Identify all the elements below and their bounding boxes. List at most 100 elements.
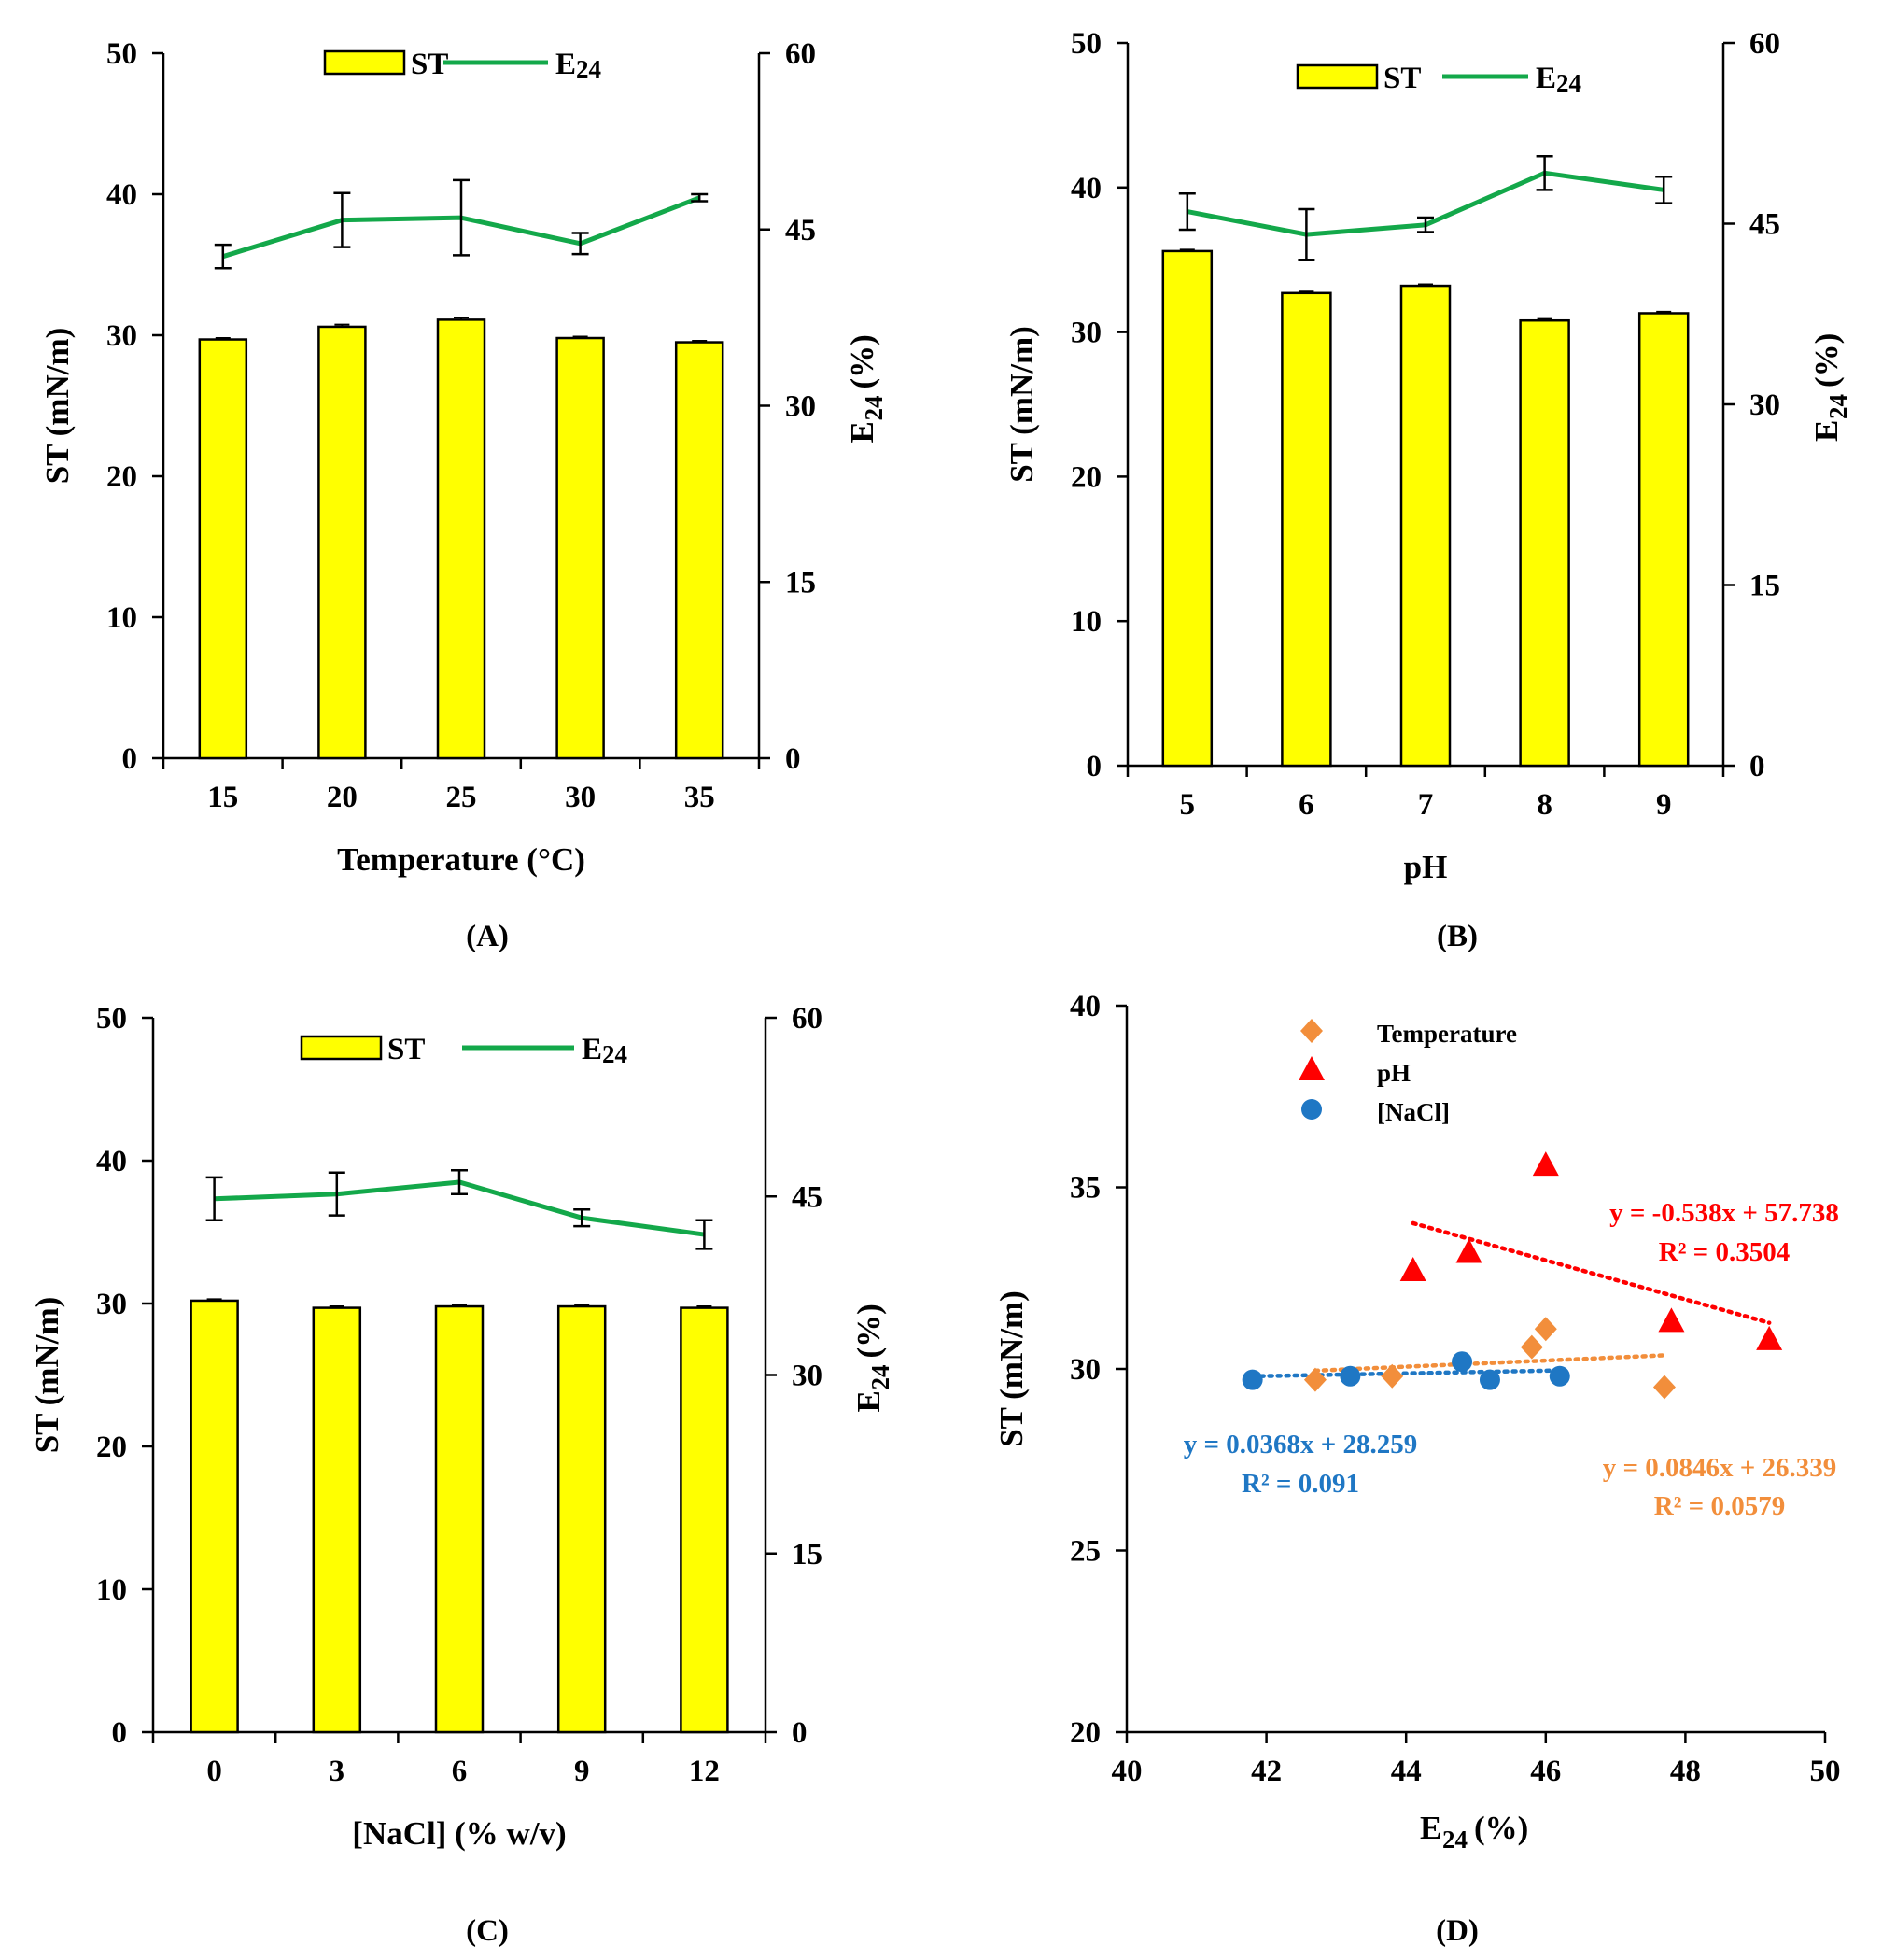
y-right-tick-label: 45 [1749,208,1780,242]
y-right-tick-label: 0 [792,1716,808,1750]
x-title-suffix: (%) [1474,1810,1528,1846]
x-tick-label: 6 [1299,788,1314,822]
y-right-tick-label: 15 [785,566,816,599]
y-left-tick-label: 0 [112,1716,128,1750]
x-tick-label: 40 [1112,1755,1143,1788]
y-left-axis-title: ST (mN/m) [1004,326,1040,483]
y-right-axis-title: E24 (%) [1808,333,1852,442]
st-bar [1519,318,1570,768]
legend-st-label: ST [387,1033,425,1066]
y-right-tick-label: 45 [785,214,816,247]
st-bar [555,336,605,760]
temperature-point [1303,1367,1327,1392]
legend-temperature-marker [1300,1019,1323,1043]
x-tick-label: 20 [327,781,358,814]
temperature-point [1381,1363,1404,1389]
x-axis-title: [NaCl] (% w/v) [352,1815,566,1852]
y-right-tick-label: 15 [1749,570,1780,603]
y-right-tick-label: 60 [785,37,816,71]
st-bar [556,1304,607,1734]
x-tick-label: 15 [207,781,238,814]
st-bar [680,1306,729,1734]
legend-st-swatch [323,49,406,76]
ph-point [1455,1238,1482,1263]
y-right-title-suffix: (%) [844,334,880,388]
y-right-title-suffix: (%) [1808,333,1845,388]
y-left-tick-label: 40 [96,1145,127,1178]
y-right-tick-label: 30 [1749,388,1780,422]
legend-e24-label: E [555,48,576,81]
y-left-tick-label: 50 [106,37,137,71]
y-left-tick-label: 30 [96,1288,127,1321]
x-tick-label: 44 [1391,1755,1422,1788]
x-tick-label: 0 [206,1755,222,1788]
st-bar [312,1306,362,1734]
y-left-tick-label: 50 [96,1002,127,1036]
y-right-tick-label: 45 [792,1180,822,1214]
panel-label: (A) [466,920,509,953]
x-axis-title: Temperature (°C) [337,841,585,878]
x-tick-label: 42 [1251,1755,1282,1788]
x-tick-label: 25 [446,781,477,814]
st-bar [674,341,724,760]
legend-ph-marker [1299,1056,1325,1080]
nacl-r-squared: R² = 0.091 [1242,1469,1359,1499]
y-right-title-base: E [1808,420,1845,442]
st-bar [436,318,486,760]
x-tick-label: 5 [1180,788,1196,822]
nacl-point [1452,1351,1473,1373]
x-tick-label: 48 [1670,1755,1701,1788]
y-right-title-suffix: (%) [850,1304,887,1358]
ph-point [1658,1307,1685,1333]
x-tick-label: 30 [565,781,596,814]
y-axis-title: ST (mN/m) [993,1290,1030,1447]
y-left-tick-label: 30 [106,319,137,353]
st-bar [1281,291,1332,768]
y-tick-label: 25 [1070,1535,1101,1569]
trendline-ph [1411,1220,1772,1325]
y-right-tick-label: 60 [792,1002,822,1036]
y-left-axis-title: ST (mN/m) [29,1297,65,1454]
legend-e24-subscript: 24 [602,1040,627,1068]
y-right-tick-label: 15 [792,1538,822,1572]
y-left-tick-label: 20 [96,1431,127,1464]
y-left-tick-label: 0 [122,742,138,776]
legend-ph-label: pH [1377,1059,1411,1087]
nacl-point [1549,1365,1570,1387]
temperature-point [1534,1317,1557,1342]
nacl-point [1340,1365,1361,1387]
y-right-title-base: E [844,421,880,443]
ph-point [1399,1256,1426,1281]
st-bar [1161,249,1214,768]
y-right-title-subscript: 24 [866,1365,894,1390]
y-left-tick-label: 50 [1071,27,1102,61]
legend-nacl-marker [1301,1099,1322,1120]
st-bar [198,338,248,760]
y-left-tick-label: 10 [96,1573,127,1607]
y-right-title-subscript: 24 [860,396,888,421]
y-tick-label: 20 [1070,1716,1101,1750]
ph-equation: y = -0.538x + 57.738 [1609,1198,1839,1228]
temperature-point [1520,1334,1543,1360]
x-axis-title: pH [1404,849,1448,885]
legend-e24-label: E [582,1033,602,1066]
y-left-tick-label: 30 [1071,317,1102,350]
y-right-tick-label: 0 [785,742,801,776]
x-tick-label: 7 [1418,788,1434,822]
ph-point [1532,1151,1559,1177]
nacl-point [1242,1369,1263,1390]
y-left-tick-label: 20 [106,460,137,494]
x-tick-label: 6 [452,1755,468,1788]
temperature-equation: y = 0.0846x + 26.339 [1603,1453,1837,1483]
y-left-tick-label: 40 [1071,172,1102,205]
temperature-r-squared: R² = 0.0579 [1654,1491,1785,1521]
legend-nacl-label: [NaCl] [1377,1098,1450,1126]
y-right-tick-label: 30 [785,390,816,424]
y-tick-label: 40 [1070,990,1101,1023]
legend-st-swatch [1296,63,1379,90]
nacl-equation: y = 0.0368x + 28.259 [1184,1430,1418,1459]
x-tick-label: 50 [1810,1755,1841,1788]
